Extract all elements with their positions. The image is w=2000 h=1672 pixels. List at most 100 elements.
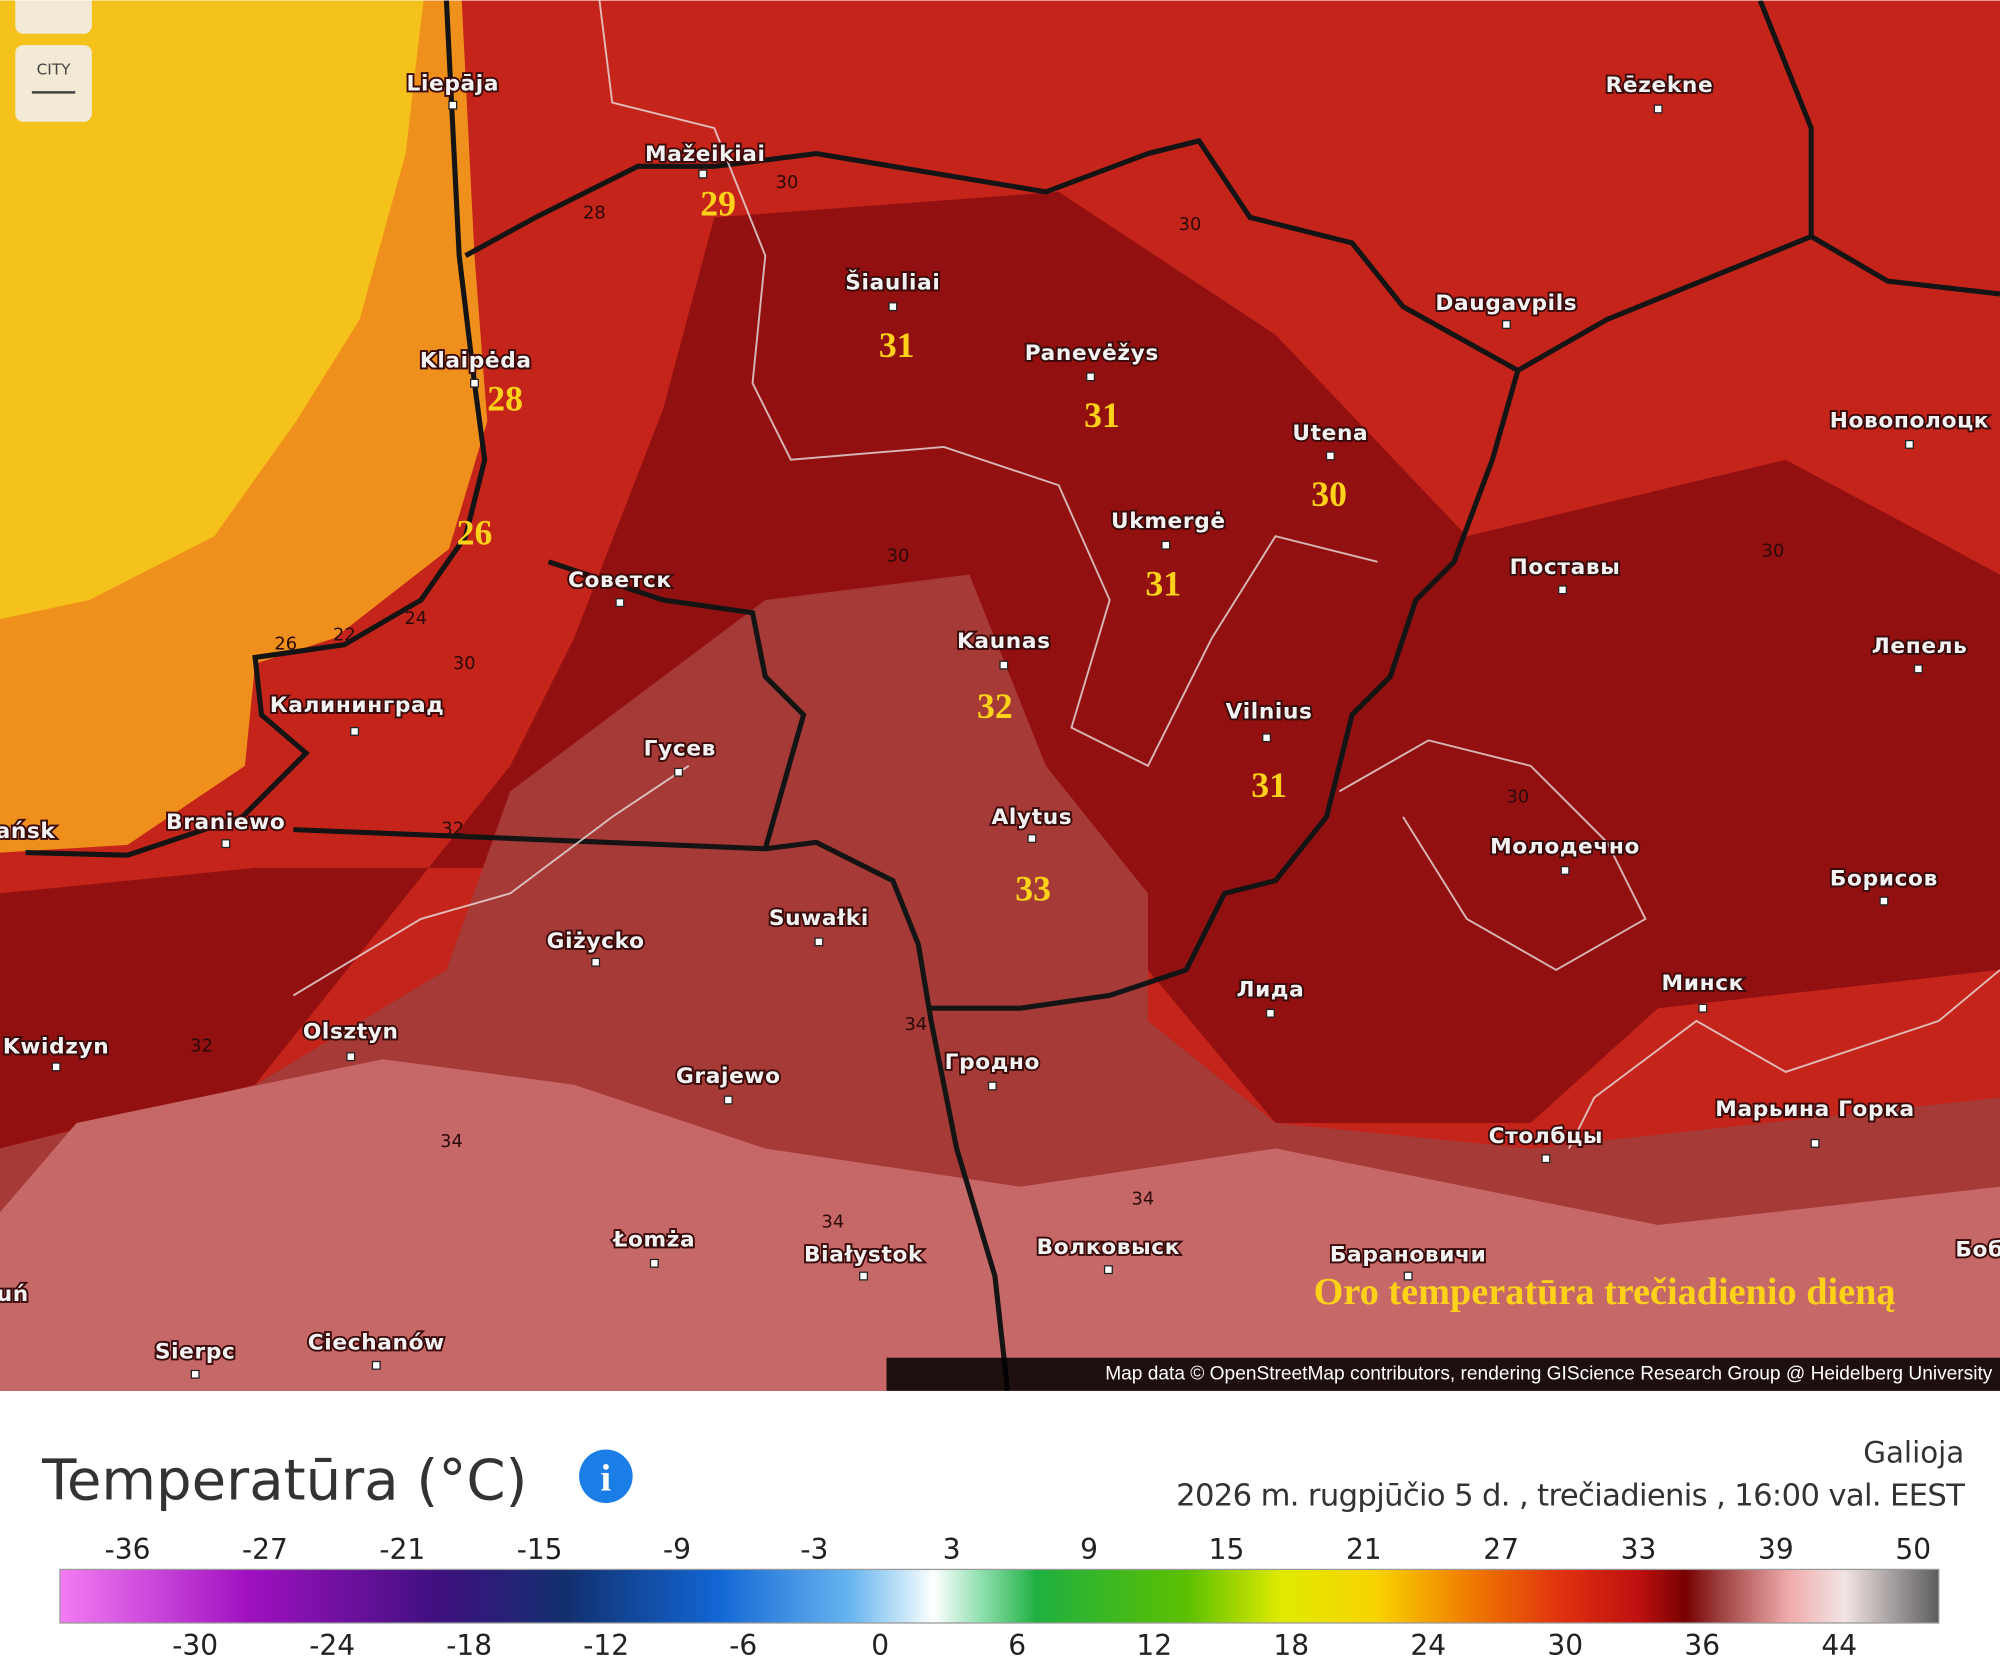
temperature-label: 31 (1145, 563, 1181, 603)
city-label: Барановичи (1330, 1243, 1486, 1268)
contour-label: 34 (904, 1014, 927, 1035)
temperature-label: 31 (1084, 395, 1120, 435)
city-dot (1558, 585, 1567, 595)
city-dot (649, 1258, 659, 1268)
city-dot (999, 660, 1009, 670)
contour-label: 34 (822, 1211, 845, 1232)
info-icon[interactable] (579, 1449, 633, 1504)
extreme-region (0, 1059, 2000, 1391)
attribution: Map data © OpenStreetMap contributors, r… (1105, 1363, 1993, 1384)
city-label: Kaunas (957, 629, 1051, 654)
city-label: Новополоцк (1830, 408, 1989, 433)
city-dot (448, 100, 458, 110)
legend-tick-label: -9 (663, 1533, 691, 1566)
temperature-label: 33 (1015, 868, 1051, 908)
legend-tick-label: -18 (446, 1629, 492, 1662)
contour-label: 30 (887, 546, 910, 567)
contour-label: 30 (1762, 541, 1785, 562)
city-label: Utena (1292, 421, 1368, 446)
contour-label: 34 (1131, 1189, 1154, 1210)
legend-tick-label: 39 (1758, 1533, 1794, 1566)
cities: Liepāja Mažeikiai Šiauliai Rēzekne Daugavpil… (0, 70, 2000, 1379)
city-label: Советск (568, 568, 672, 593)
city-label: Борисов (1830, 866, 1938, 891)
city-dot (1904, 439, 1914, 449)
legend-tick-label: 50 (1895, 1533, 1931, 1566)
legend-tick-label: 24 (1410, 1629, 1446, 1662)
city-dot (1403, 1271, 1413, 1281)
city-label: Минск (1662, 971, 1744, 996)
legend-title: Temperatūra (°C) (41, 1448, 527, 1513)
city-label: ańsk (0, 819, 55, 844)
city-label: Лида (1236, 977, 1304, 1002)
contour-label: 28 (583, 203, 606, 224)
attribution-bg (886, 1357, 2000, 1391)
city-label: Łomża (612, 1227, 695, 1252)
legend-tick-label: 6 (1008, 1629, 1026, 1662)
contour-label: 32 (441, 819, 464, 840)
legend-tick-label: -15 (517, 1533, 563, 1566)
valid-time: 2026 m. rugpjūčio 5 d. , trečiadienis , … (1176, 1479, 1965, 1514)
city-label: Марьина Горка (1715, 1097, 1915, 1122)
city-dot (1913, 664, 1923, 674)
city-label: Боб (1955, 1238, 2000, 1263)
city-dot (987, 1081, 997, 1091)
contour-label: 30 (453, 653, 476, 674)
city-dot (51, 1062, 61, 1072)
city-dot (674, 767, 684, 777)
city-label: Białystok (804, 1243, 923, 1268)
cool-sea (0, 0, 424, 620)
legend-tick-label: 3 (943, 1533, 961, 1566)
legend-tick-label: 9 (1080, 1533, 1098, 1566)
city-label: Alytus (991, 805, 1072, 830)
city-dot (1810, 1138, 1820, 1148)
legend-tick-label: -36 (105, 1533, 151, 1566)
legend-tick-label: 27 (1483, 1533, 1519, 1566)
contour-label: 30 (1506, 787, 1529, 808)
legend-tick-label: 30 (1547, 1629, 1583, 1662)
city-dot (346, 1052, 356, 1062)
city-label: Ciechanów (308, 1331, 445, 1356)
legend-tick-label: -12 (583, 1629, 629, 1662)
legend-tick-label: -3 (800, 1533, 828, 1566)
city-label: Ukmergė (1111, 509, 1226, 534)
search-button[interactable] (15, 0, 92, 34)
city-label: Калининград (270, 693, 445, 718)
contour-label: 32 (190, 1035, 213, 1056)
city-label: Волковыск (1037, 1235, 1181, 1260)
temperature-label: 31 (879, 325, 915, 365)
city-label: Grajewo (676, 1064, 781, 1089)
legend-tick-label: 15 (1209, 1533, 1245, 1566)
city-dot (1161, 540, 1171, 550)
legend-tick-label: -6 (729, 1629, 757, 1662)
city-dot (1262, 733, 1272, 743)
city-dot (190, 1369, 200, 1379)
city-dot (221, 839, 231, 849)
city-dot (1653, 104, 1663, 114)
city-label: Столбцы (1489, 1124, 1603, 1149)
city-label: Olsztyn (303, 1019, 399, 1044)
contour-label: 30 (776, 172, 799, 193)
city-dot (1103, 1265, 1113, 1275)
city-dot (1501, 320, 1511, 329)
city-label: Liepāja (407, 72, 500, 97)
city-label: Giżycko (547, 929, 645, 954)
city-dot (1698, 1003, 1708, 1013)
city-label: Kwidzyn (3, 1035, 109, 1060)
legend-tick-label: -30 (172, 1629, 218, 1662)
city-button[interactable] (15, 45, 92, 122)
city-dot (470, 378, 479, 388)
contour-label: 30 (1179, 214, 1202, 235)
city-dot (1325, 451, 1335, 461)
city-dot (698, 169, 708, 179)
map: Liepāja Mažeikiai Šiauliai Rēzekne Daugavpil… (0, 0, 2000, 1391)
legend-tick-label: 33 (1621, 1533, 1657, 1566)
temperature-label: 31 (1251, 765, 1287, 805)
legend-tick-label: 36 (1684, 1629, 1720, 1662)
city-dot (859, 1271, 868, 1281)
colorbar (59, 1568, 1940, 1624)
city-label: Daugavpils (1435, 291, 1577, 316)
info-icon-glyph: i (601, 1457, 612, 1499)
